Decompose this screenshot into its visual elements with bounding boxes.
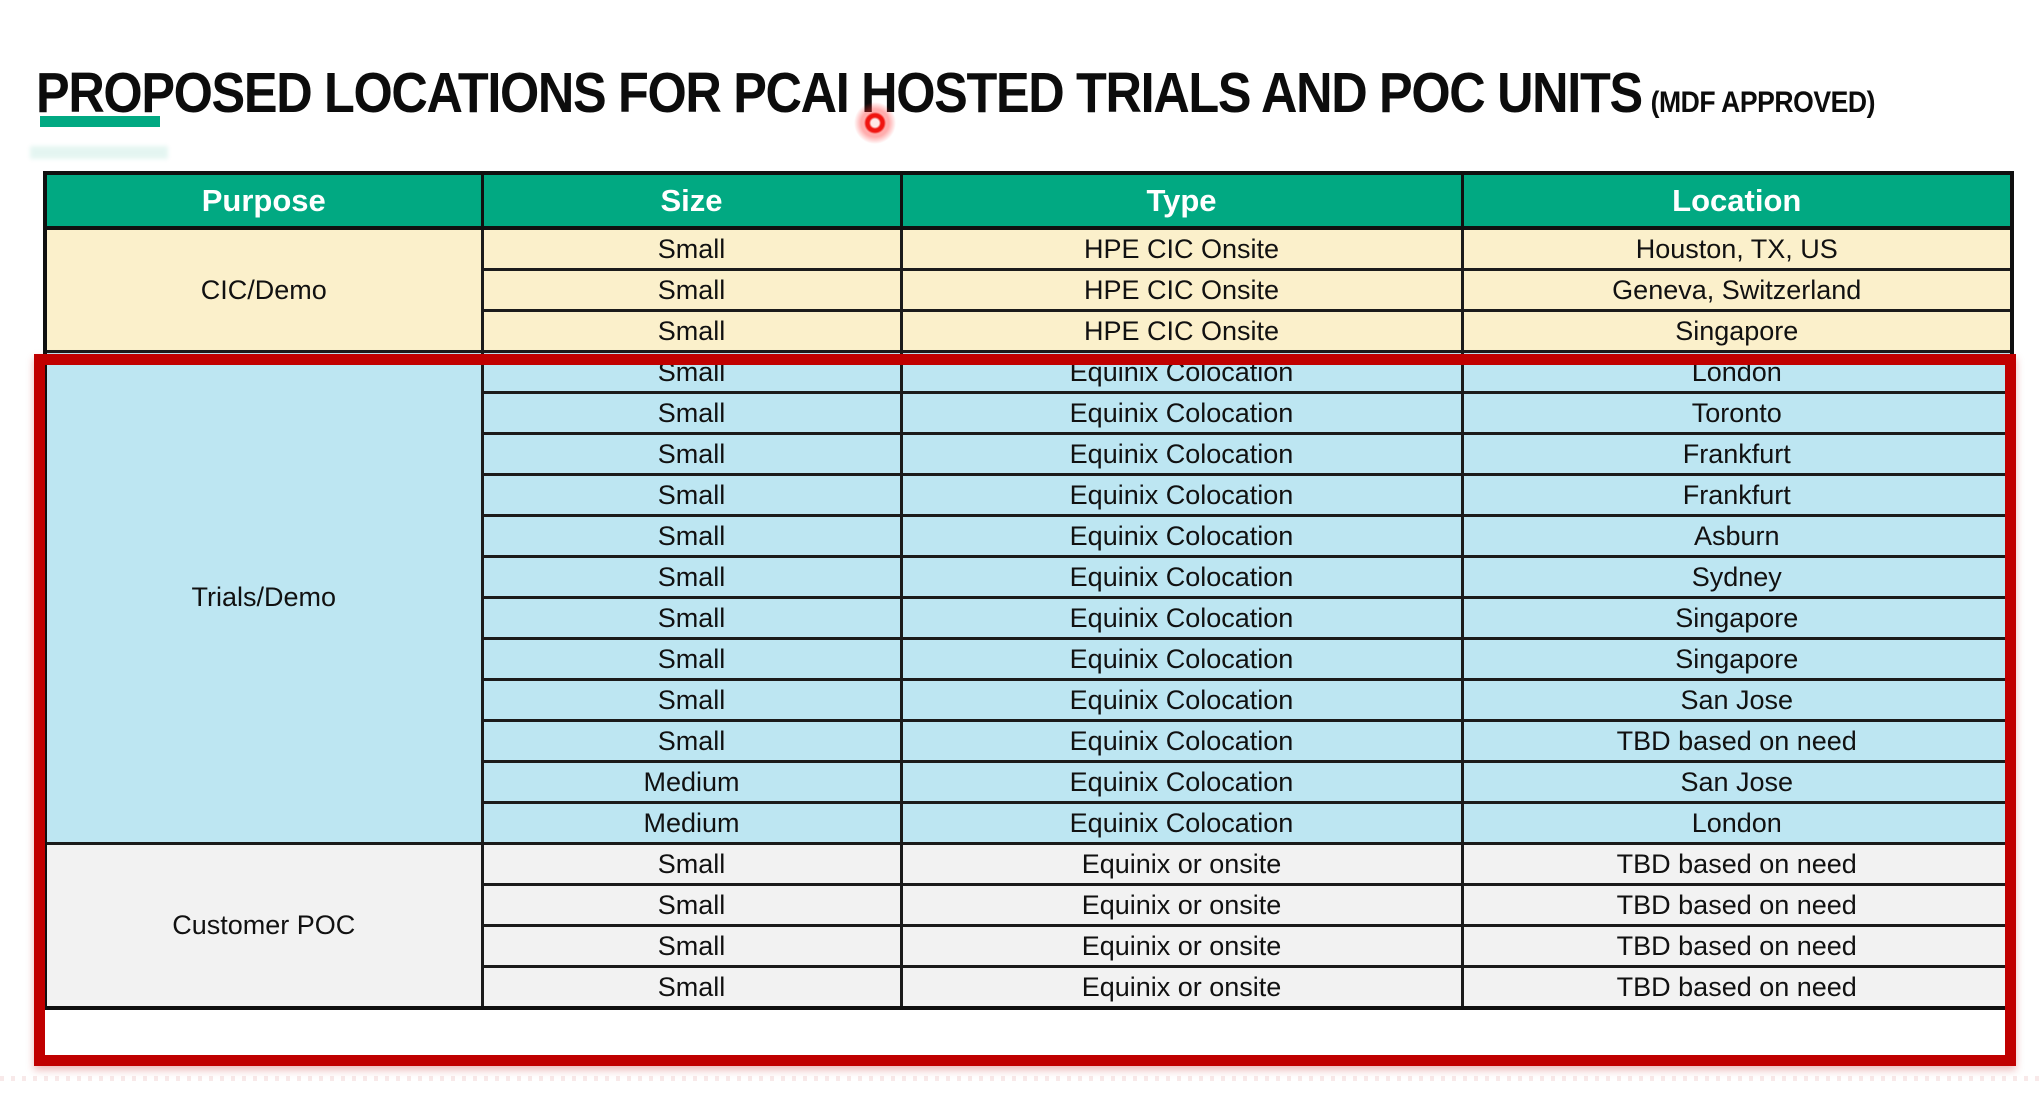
size-cell: Small — [480, 432, 903, 476]
table-row: Small HPE CIC Onsite Singapore — [45, 309, 2014, 353]
type-cell: Equinix or onsite — [899, 883, 1464, 927]
type-cell: Equinix Colocation — [899, 473, 1464, 517]
title-underline-ghost — [30, 146, 168, 159]
size-cell: Small — [480, 514, 903, 558]
type-cell: HPE CIC Onsite — [899, 226, 1464, 271]
location-cell: Houston, TX, US — [1460, 226, 2014, 271]
table-row: Small HPE CIC Onsite Geneva, Switzerland — [45, 268, 2014, 312]
location-cell: Sydney — [1460, 555, 2014, 599]
location-cell: Singapore — [1460, 596, 2014, 640]
size-cell: Medium — [480, 801, 903, 845]
type-cell: Equinix or onsite — [899, 924, 1464, 968]
size-cell: Small — [480, 226, 903, 271]
size-cell: Small — [480, 473, 903, 517]
column-header-type: Type — [899, 171, 1464, 230]
type-cell: Equinix Colocation — [899, 555, 1464, 599]
size-cell: Small — [480, 719, 903, 763]
size-cell: Small — [480, 924, 903, 968]
location-cell: Asburn — [1460, 514, 2014, 558]
type-cell: HPE CIC Onsite — [899, 268, 1464, 312]
table-row: Small Equinix or onsite TBD based on need — [45, 924, 2014, 968]
type-cell: Equinix or onsite — [899, 842, 1464, 886]
location-cell: TBD based on need — [1460, 719, 2014, 763]
type-cell: Equinix or onsite — [899, 965, 1464, 1010]
size-cell: Small — [480, 883, 903, 927]
location-cell: TBD based on need — [1460, 924, 2014, 968]
size-cell: Small — [480, 268, 903, 312]
size-cell: Small — [480, 350, 903, 394]
column-header-purpose: Purpose — [43, 171, 484, 230]
size-cell: Small — [480, 678, 903, 722]
table-header-row: Purpose Size Type Location — [43, 171, 2014, 230]
size-cell: Small — [480, 596, 903, 640]
purpose-cell: Trials/Demo — [43, 350, 484, 845]
location-cell: TBD based on need — [1460, 965, 2014, 1010]
type-cell: Equinix Colocation — [899, 432, 1464, 476]
type-cell: Equinix Colocation — [899, 596, 1464, 640]
column-header-location: Location — [1460, 171, 2014, 230]
location-cell: Singapore — [1460, 309, 2014, 353]
page-title-main: PROPOSED LOCATIONS FOR PCAI HOSTED TRIAL… — [36, 61, 1643, 126]
location-cell: TBD based on need — [1460, 842, 2014, 886]
size-cell: Small — [480, 555, 903, 599]
location-cell: Toronto — [1460, 391, 2014, 435]
size-cell: Small — [480, 391, 903, 435]
size-cell: Medium — [480, 760, 903, 804]
type-cell: Equinix Colocation — [899, 801, 1464, 845]
type-cell: HPE CIC Onsite — [899, 309, 1464, 353]
location-cell: Frankfurt — [1460, 432, 2014, 476]
size-cell: Small — [480, 965, 903, 1010]
location-cell: San Jose — [1460, 760, 2014, 804]
type-cell: Equinix Colocation — [899, 678, 1464, 722]
size-cell: Small — [480, 637, 903, 681]
table-row: Medium Equinix Colocation London — [45, 801, 2014, 845]
page-title-suffix: (MDF APPROVED) — [1650, 86, 1876, 120]
location-cell: San Jose — [1460, 678, 2014, 722]
column-header-size: Size — [480, 171, 903, 230]
location-cell: Singapore — [1460, 637, 2014, 681]
type-cell: Equinix Colocation — [899, 637, 1464, 681]
locations-table: Purpose Size Type Location CIC/Demo Small HPE… — [43, 171, 2014, 1010]
type-cell: Equinix Colocation — [899, 719, 1464, 763]
table-row: Small Equinix Colocation Frankfurt — [45, 432, 2014, 476]
type-cell: Equinix Colocation — [899, 350, 1464, 394]
table-row: Small Equinix Colocation Asburn — [45, 514, 2014, 558]
table-row: Small Equinix Colocation Singapore — [45, 637, 2014, 681]
type-cell: Equinix Colocation — [899, 391, 1464, 435]
size-cell: Small — [480, 309, 903, 353]
purpose-cell: CIC/Demo — [43, 226, 484, 353]
location-cell: Geneva, Switzerland — [1460, 268, 2014, 312]
page-title: PROPOSED LOCATIONS FOR PCAI HOSTED TRIAL… — [36, 62, 1875, 125]
location-cell: London — [1460, 801, 2014, 845]
size-cell: Small — [480, 842, 903, 886]
table-row: Customer POC Small Equinix or onsite TBD ba… — [43, 842, 2014, 1010]
location-cell: Frankfurt — [1460, 473, 2014, 517]
location-cell: London — [1460, 350, 2014, 394]
type-cell: Equinix Colocation — [899, 514, 1464, 558]
purpose-cell: Customer POC — [43, 842, 484, 1010]
type-cell: Equinix Colocation — [899, 760, 1464, 804]
title-underline — [40, 116, 160, 127]
faint-dotted-line — [0, 1076, 2044, 1081]
table-row: CIC/Demo Small HPE CIC Onsite Houston, TX, … — [43, 226, 2014, 353]
location-cell: TBD based on need — [1460, 883, 2014, 927]
table-row: Trials/Demo Small Equinix Colocation London — [43, 350, 2014, 845]
